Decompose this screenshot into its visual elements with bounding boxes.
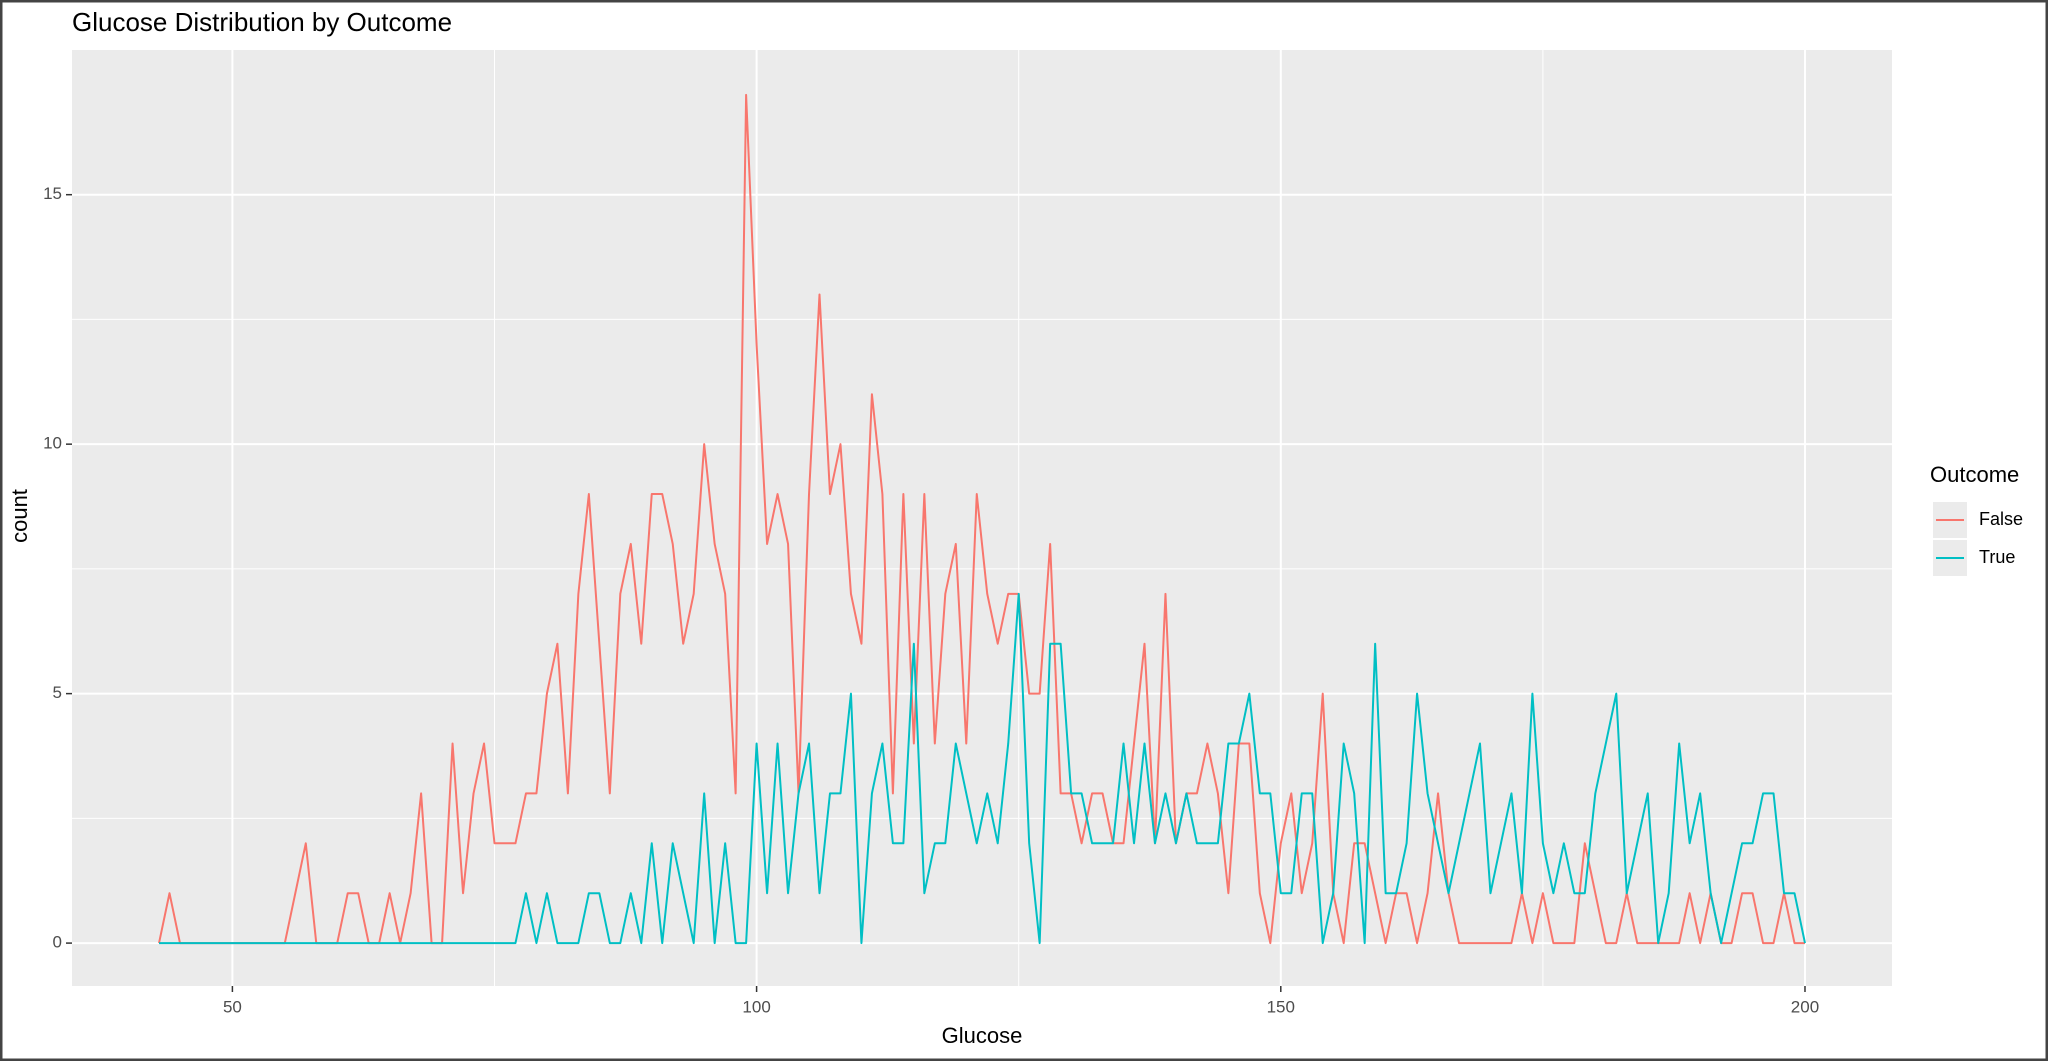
x-tick-label: 50 (223, 997, 242, 1016)
y-tick-label: 0 (53, 933, 62, 952)
legend-label: False (1979, 509, 2023, 529)
y-tick-label: 5 (53, 683, 62, 702)
y-tick-label: 10 (43, 434, 62, 453)
x-tick-label: 100 (742, 997, 770, 1016)
x-tick-label: 200 (1791, 997, 1819, 1016)
legend-title: Outcome (1930, 462, 2019, 487)
panel (72, 50, 1892, 986)
x-axis-title: Glucose (942, 1023, 1023, 1048)
chart-title: Glucose Distribution by Outcome (72, 7, 452, 37)
y-tick-label: 15 (43, 184, 62, 203)
legend-label: True (1979, 547, 2015, 567)
x-tick-label: 150 (1267, 997, 1295, 1016)
series-line (159, 592, 1806, 945)
y-axis-title: count (7, 489, 32, 543)
